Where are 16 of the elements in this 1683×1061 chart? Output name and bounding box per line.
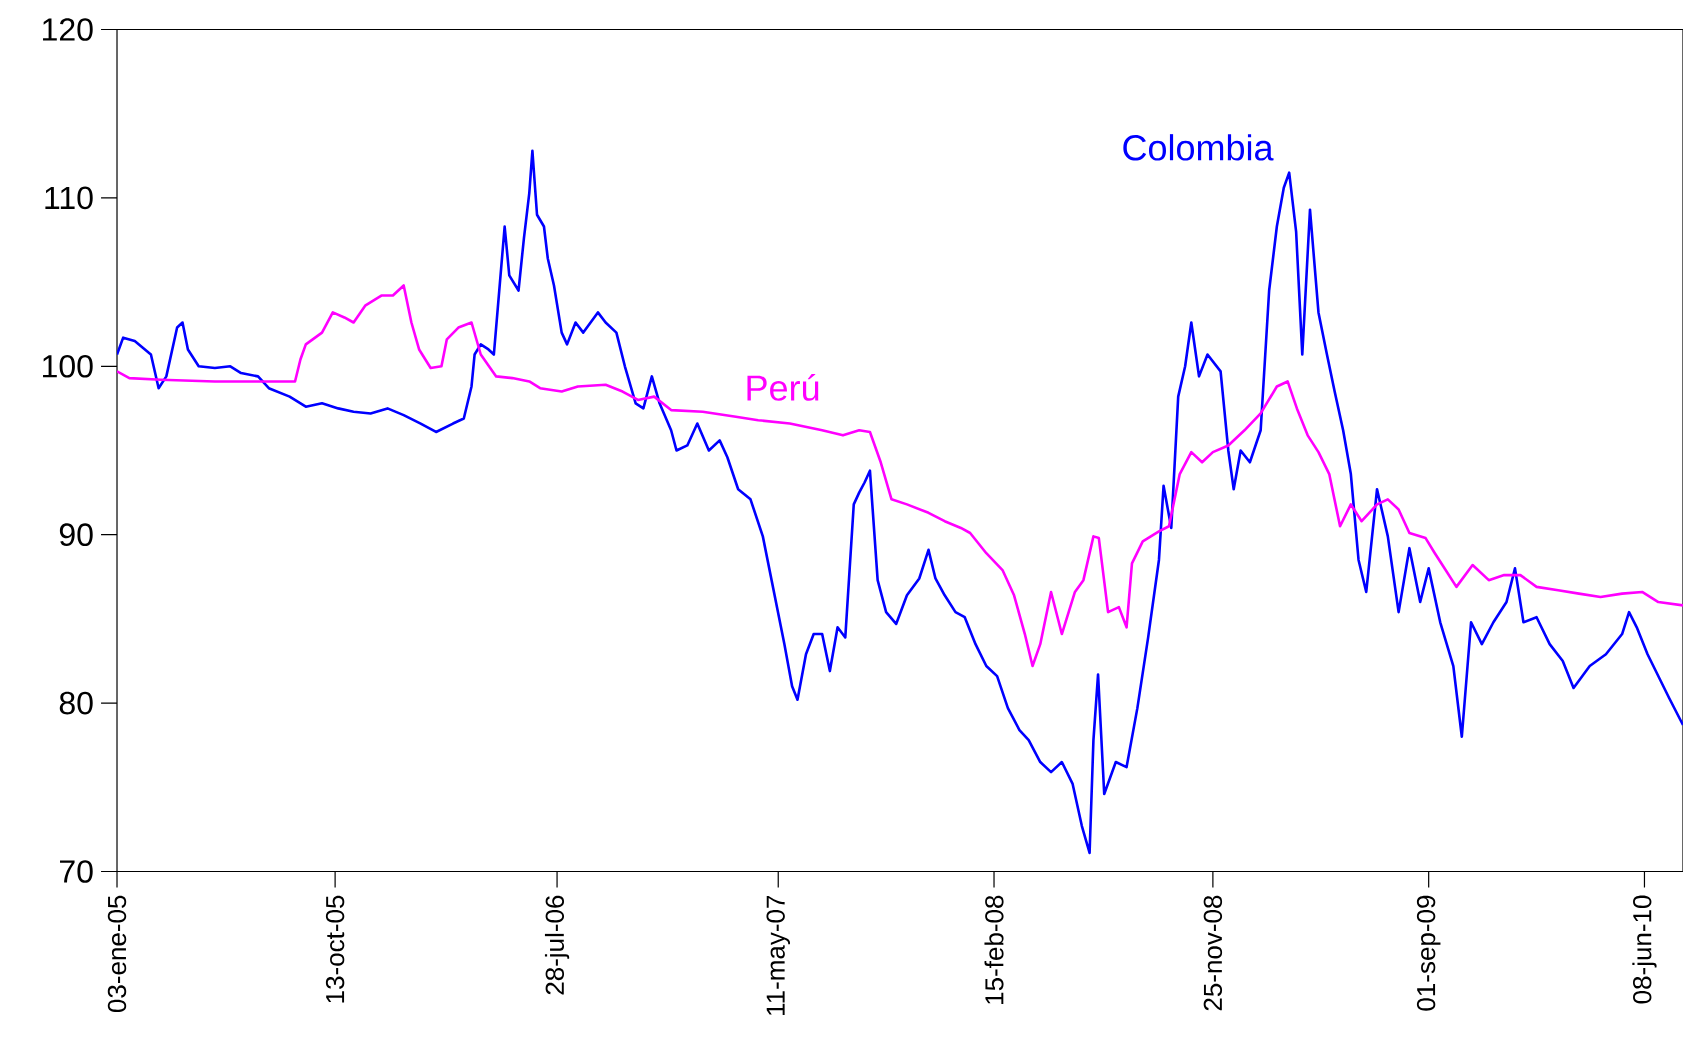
x-tick-label: 01-sep-09 bbox=[1416, 895, 1441, 1011]
y-tick-label: 70 bbox=[60, 860, 93, 883]
y-tick-label: 100 bbox=[43, 354, 93, 378]
series-label: Colombia bbox=[1123, 134, 1274, 161]
x-tick-label: 03-ene-05 bbox=[107, 895, 127, 1013]
series-label: Perú bbox=[747, 373, 819, 401]
y-tick-label: 110 bbox=[45, 186, 93, 210]
y-tick-label: 80 bbox=[59, 691, 93, 715]
x-tick-label: 15-feb-08 bbox=[984, 895, 1004, 1004]
x-tick-label: 11-may-07 bbox=[766, 895, 791, 1015]
x-tick-label: 28-jul-06 bbox=[544, 895, 570, 995]
x-tick-label: 25-nov-08 bbox=[1203, 895, 1223, 1011]
x-tick-label: 13-oct-05 bbox=[325, 895, 345, 1003]
y-tick-label: 120 bbox=[43, 18, 93, 41]
x-tick-label: 08-jun-10 bbox=[1632, 895, 1657, 1004]
y-tick-label: 90 bbox=[59, 523, 93, 547]
